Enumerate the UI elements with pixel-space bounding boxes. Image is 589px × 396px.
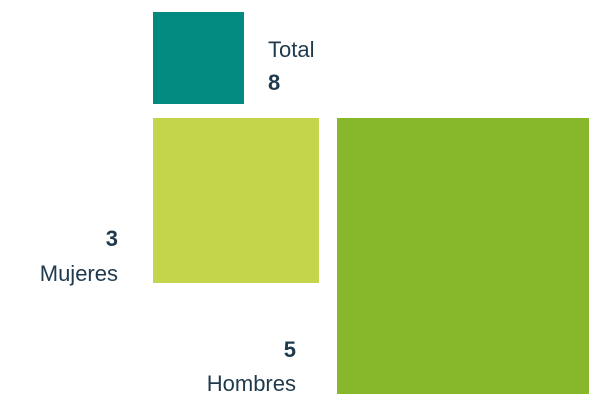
label-total-value: 8 [268,70,280,95]
label-hombres-name: Hombres [207,371,296,396]
label-mujeres-name: Mujeres [40,261,118,286]
square-mujeres [153,118,319,283]
square-hombres [337,118,589,394]
label-hombres-value: 5 [284,337,296,362]
label-mujeres-value: 3 [106,226,118,251]
square-total [153,12,244,104]
label-total-name: Total [268,37,314,62]
